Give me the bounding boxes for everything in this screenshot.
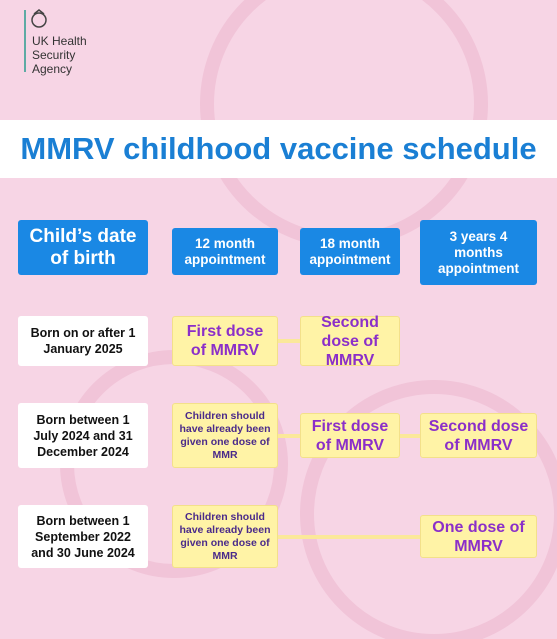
org-line: Security (32, 48, 76, 62)
connector (225, 339, 350, 343)
schedule-cell: First dose of MMRV (300, 413, 400, 458)
logo (24, 9, 47, 72)
column-header: Child’s date of birth (18, 220, 148, 275)
schedule-cell: Second dose of MMRV (300, 314, 400, 369)
column-header: 3 years 4 months appointment (420, 220, 537, 285)
connector (225, 534, 479, 539)
schedule-cell: Children should have already been given … (172, 505, 278, 568)
row-label: Born between 1 July 2024 and 31 December… (18, 403, 148, 468)
row-label: Born between 1 September 2022 and 30 Jun… (18, 505, 148, 568)
column-header: 12 month appointment (172, 228, 278, 275)
schedule-cell: Second dose of MMRV (420, 413, 537, 458)
schedule-cell: First dose of MMRV (172, 316, 278, 366)
org-line: UK Health (32, 34, 87, 48)
org-name: UK Health Security Agency (32, 34, 87, 76)
org-line: Agency (32, 62, 73, 76)
column-header: 18 month appointment (300, 228, 400, 275)
row-label: Born on or after 1 January 2025 (18, 316, 148, 366)
schedule-cell: One dose of MMRV (420, 515, 537, 558)
title: MMRV childhood vaccine schedule (20, 131, 537, 166)
schedule-cell: Children should have already been given … (172, 403, 278, 468)
title-band: MMRV childhood vaccine schedule (0, 120, 557, 178)
